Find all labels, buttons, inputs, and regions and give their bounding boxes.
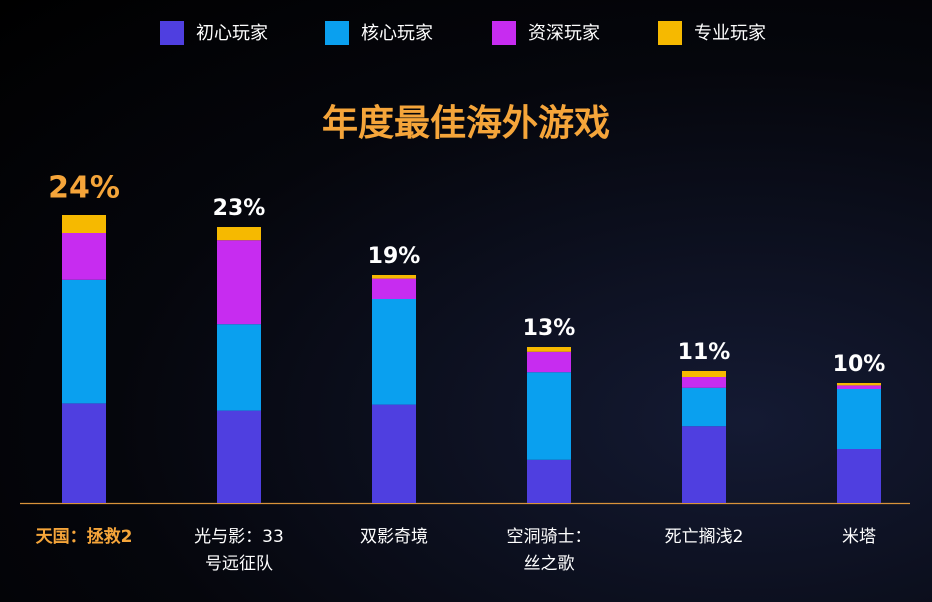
bar-segment	[372, 275, 416, 279]
bar-segment	[62, 279, 106, 404]
legend-label: 初心玩家	[196, 23, 268, 44]
bar-segment	[217, 410, 261, 503]
bar-segment	[682, 371, 726, 377]
category-label: 空洞骑士：丝之歌	[506, 527, 592, 574]
legend-swatch	[658, 21, 682, 45]
legend-label: 专业玩家	[694, 23, 766, 44]
total-label: 24%	[48, 171, 120, 206]
legend-swatch	[160, 21, 184, 45]
bar-segment	[217, 227, 261, 241]
total-label: 23%	[213, 196, 266, 221]
bar-segment	[837, 449, 881, 503]
category-label: 死亡搁浅2	[664, 527, 744, 547]
legend-label: 资深玩家	[528, 23, 600, 44]
bar-segment	[527, 347, 571, 352]
category-label: 米塔	[842, 527, 876, 547]
bar-segment	[372, 299, 416, 405]
bar-segment	[527, 459, 571, 503]
bar-segment	[62, 215, 106, 233]
total-label: 13%	[523, 316, 576, 341]
bar-segment	[682, 426, 726, 503]
bar-segment	[682, 387, 726, 427]
legend-swatch	[492, 21, 516, 45]
bar-segment	[62, 403, 106, 503]
bar-segment	[837, 385, 881, 389]
bar-segment	[372, 278, 416, 299]
category-label: 天国：拯救2	[35, 527, 133, 547]
bar-segment	[527, 372, 571, 460]
chart-title: 年度最佳海外游戏	[322, 103, 610, 144]
total-label: 10%	[833, 352, 886, 377]
legend-swatch	[325, 21, 349, 45]
category-label: 光与影：33号远征队	[194, 527, 284, 574]
bar-segment	[837, 389, 881, 449]
bar-segment	[62, 233, 106, 280]
bar-segment	[682, 377, 726, 388]
total-label: 11%	[678, 340, 731, 365]
bar-segment	[527, 351, 571, 373]
bar-segment	[837, 383, 881, 386]
bar-segment	[217, 324, 261, 411]
bar-segment	[217, 240, 261, 325]
category-label: 双影奇境	[360, 527, 428, 547]
bar-segment	[372, 404, 416, 503]
legend-label: 核心玩家	[361, 23, 433, 44]
total-label: 19%	[368, 244, 421, 269]
